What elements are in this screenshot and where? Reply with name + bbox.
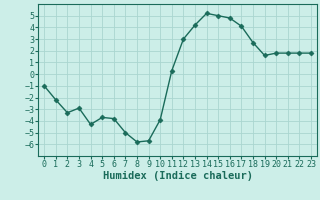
X-axis label: Humidex (Indice chaleur): Humidex (Indice chaleur)	[103, 171, 252, 181]
